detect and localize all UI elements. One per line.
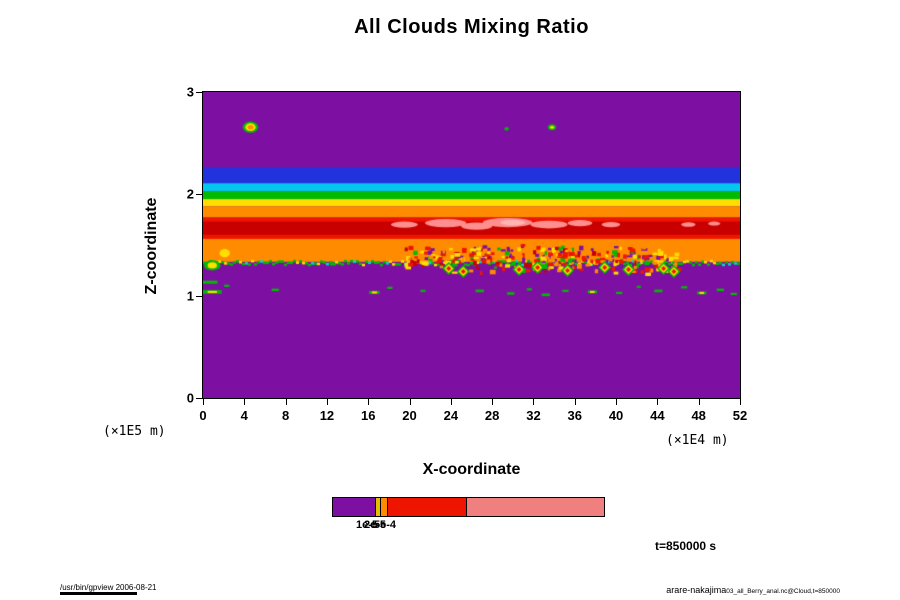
footer-underline-bar <box>60 592 137 595</box>
time-label: t=850000 s <box>655 539 717 553</box>
x-tick-mark <box>740 399 741 405</box>
y-axis-title: Z-coordinate <box>143 197 160 295</box>
y-tick-label: 3 <box>186 84 194 100</box>
y-tick-mark <box>196 194 202 195</box>
colorbar-tick-label: 5e-4 <box>374 519 397 531</box>
colorbar-labels: 1e-5 2e-5 5e-4 <box>332 519 605 533</box>
x-tick-mark <box>698 399 700 405</box>
x-tick-label: 20 <box>402 408 417 423</box>
colorbar-segment <box>333 498 375 516</box>
x-tick-label: 12 <box>319 408 335 423</box>
x-tick-mark <box>203 399 204 405</box>
y-tick-label: 1 <box>186 288 194 304</box>
colorbar-segment <box>375 498 381 516</box>
plot-area <box>202 91 741 399</box>
colorbar-tick-label: 1e-5 <box>356 519 379 531</box>
colorbar-segment <box>465 498 604 516</box>
x-axis-units-label: (×1E4 m) <box>666 433 729 448</box>
x-tick-label: 32 <box>526 408 541 423</box>
x-tick-label: 16 <box>360 408 376 423</box>
heatmap-canvas <box>203 92 740 398</box>
colorbar-segment <box>387 498 466 516</box>
colorbar-segment <box>380 498 388 516</box>
x-tick-mark <box>616 399 618 405</box>
x-tick-label: 48 <box>691 408 706 423</box>
x-axis-title: X-coordinate <box>422 461 521 478</box>
x-tick-label: 40 <box>608 408 624 423</box>
x-tick-label: 8 <box>281 408 290 423</box>
x-tick-mark <box>285 399 287 405</box>
x-tick-mark <box>450 399 452 405</box>
x-tick-mark <box>326 399 328 405</box>
footer-dataset-sub: 03_all_Berry_anal.nc@Cloud,t=850000 <box>726 588 840 595</box>
footer-dataset-main: arare-nakajima <box>666 585 727 595</box>
x-tick-mark <box>533 399 535 405</box>
y-tick-label: 0 <box>186 390 194 406</box>
footer-command-text: /usr/bin/gpview 2006-08-21 <box>60 583 157 592</box>
x-tick-label: 44 <box>650 408 665 423</box>
x-tick-label: 0 <box>199 408 207 423</box>
y-axis-units-label: (×1E5 m) <box>103 424 166 439</box>
chart-title: All Clouds Mixing Ratio <box>354 16 589 38</box>
x-tick-mark <box>574 399 576 405</box>
x-tick-label: 24 <box>443 408 459 423</box>
x-tick-mark <box>368 399 370 405</box>
y-tick-label: 2 <box>186 186 194 202</box>
x-tick-mark <box>657 399 659 405</box>
x-tick-label: 36 <box>567 408 582 423</box>
x-tick-label: 28 <box>484 408 500 423</box>
y-tick-mark <box>196 398 202 399</box>
x-tick-mark <box>244 399 246 405</box>
colorbar <box>332 497 605 517</box>
colorbar-tick-label: 2e-5 <box>364 519 387 531</box>
x-tick-label: 4 <box>240 408 248 423</box>
y-tick-mark <box>196 296 202 297</box>
y-tick-mark <box>196 92 202 93</box>
x-tick-label: 52 <box>732 408 748 423</box>
x-tick-mark <box>409 399 411 405</box>
x-tick-mark <box>492 399 494 405</box>
footer-dataset-text: arare-nakajima03_all_Berry_anal.nc@Cloud… <box>666 585 840 595</box>
